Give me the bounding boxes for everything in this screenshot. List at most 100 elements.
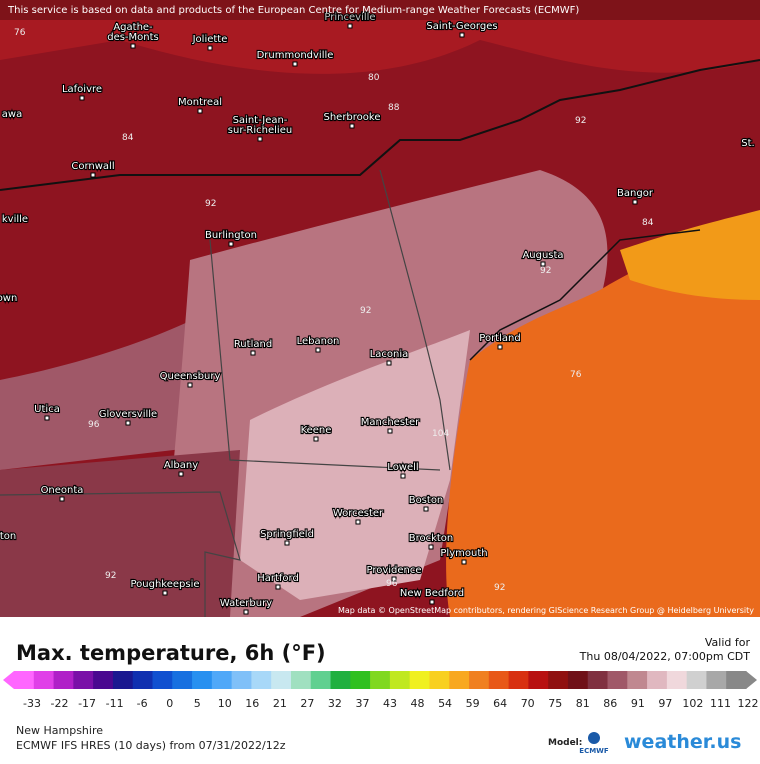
colorbar-tick: 70 xyxy=(521,697,535,710)
city-label: Lebanon xyxy=(297,336,340,347)
contour-label: 96 xyxy=(386,579,398,589)
colorbar-segment xyxy=(112,671,134,689)
city-dot xyxy=(387,428,393,434)
colorbar-tick: 64 xyxy=(493,697,507,710)
model-label: Model: xyxy=(548,738,582,748)
city-dot xyxy=(79,95,85,101)
city-dot xyxy=(461,559,467,565)
brand: weather.us xyxy=(624,731,741,753)
colorbar-segment xyxy=(686,671,707,689)
region-south xyxy=(240,330,470,600)
colorbar-segment xyxy=(726,671,747,689)
colorbar-tick: 16 xyxy=(245,697,259,710)
city-label: Lowell xyxy=(387,462,418,473)
colorbar-segment xyxy=(350,671,371,689)
city-dot xyxy=(292,61,298,67)
city-dot xyxy=(315,347,321,353)
city-label: Waterbury xyxy=(220,598,272,609)
colorbar-segment xyxy=(370,671,391,689)
city-dot xyxy=(90,172,96,178)
city-dot xyxy=(284,540,290,546)
colorbar-tick: 75 xyxy=(548,697,562,710)
colorbar-tick: -11 xyxy=(106,697,124,710)
colorbar-segment xyxy=(389,671,411,689)
city-dot xyxy=(355,519,361,525)
region: New Hampshire xyxy=(16,724,103,737)
city-dot xyxy=(243,609,249,615)
colorbar-tick: -6 xyxy=(137,697,148,710)
city-label: Brockton xyxy=(409,533,454,544)
city-dot xyxy=(130,43,136,49)
city-label: Springfield xyxy=(260,529,314,540)
colorbar-tick: 37 xyxy=(355,697,369,710)
colorbar-segment xyxy=(271,671,292,689)
contour-label: 92 xyxy=(494,583,505,593)
colorbar-segment xyxy=(211,671,233,689)
city-label: Cornwall xyxy=(71,161,114,172)
colorbar-tick: 102 xyxy=(682,697,703,710)
contour-label: 92 xyxy=(105,571,116,581)
city-label: Saint-Jean- xyxy=(233,115,288,126)
city-label: Keene xyxy=(301,425,332,436)
region-sw xyxy=(0,450,240,617)
colorbar-tick: 21 xyxy=(273,697,287,710)
colorbar-arrow-right xyxy=(746,671,757,689)
city-label: sur-Richelieu xyxy=(228,125,292,136)
city-label: Laconia xyxy=(370,349,409,360)
city-label: Gloversville xyxy=(99,409,157,420)
colorbar-segment xyxy=(429,671,450,689)
valid-time: Thu 08/04/2022, 07:00pm CDT xyxy=(579,650,751,663)
colorbar-segment xyxy=(53,671,74,689)
city-label: awa xyxy=(2,109,22,120)
contour-label: 92 xyxy=(540,266,551,276)
city-dot xyxy=(423,506,429,512)
contour-label: 84 xyxy=(122,133,134,143)
city-label: Plymouth xyxy=(440,548,487,559)
city-dot xyxy=(497,344,503,350)
city-label: Albany xyxy=(164,460,198,471)
colorbar-tick: 32 xyxy=(328,697,342,710)
ecmwf-logo xyxy=(588,732,600,744)
city-dot xyxy=(162,590,168,596)
contour-label: 88 xyxy=(388,103,400,113)
city-label: Hartford xyxy=(257,573,299,584)
colorbar-tick: 54 xyxy=(438,697,452,710)
city-label: Joliette xyxy=(192,34,228,45)
city-dot xyxy=(459,32,465,38)
contour-label: 92 xyxy=(205,199,216,209)
city-dot xyxy=(386,360,392,366)
contour-label: 80 xyxy=(368,73,380,83)
city-label: Saint-Georges xyxy=(426,21,497,32)
city-label: New Bedford xyxy=(400,588,464,599)
city-dot xyxy=(632,199,638,205)
city-dot xyxy=(540,261,546,267)
city-label: Bangor xyxy=(617,188,654,199)
colorbar-tick: 122 xyxy=(738,697,759,710)
colorbar-segment xyxy=(152,671,173,689)
colorbar-segment xyxy=(330,671,351,689)
contour-label: 84 xyxy=(642,218,654,228)
valid-label: Valid for xyxy=(705,636,751,649)
colorbar-segment xyxy=(33,671,55,689)
colorbar-segment xyxy=(132,671,153,689)
colorbar-segment xyxy=(666,671,688,689)
model-name: ECMWF xyxy=(579,747,609,755)
city-label: Portland xyxy=(479,333,520,344)
city-label: Agathe- xyxy=(113,22,153,33)
notice-bg xyxy=(0,0,760,20)
city-dot xyxy=(228,241,234,247)
city-label: Princeville xyxy=(324,12,375,23)
colorbar-segment xyxy=(231,671,252,689)
contour-label: 76 xyxy=(14,28,26,38)
colorbar-segment xyxy=(567,671,589,689)
colorbar-segment xyxy=(290,671,312,689)
colorbar-segment xyxy=(73,671,94,689)
city-dot xyxy=(429,599,435,605)
city-label: Oneonta xyxy=(41,485,84,496)
colorbar-segment xyxy=(469,671,490,689)
contour-label: 92 xyxy=(575,116,586,126)
city-dot xyxy=(178,471,184,477)
colorbar-tick: 91 xyxy=(631,697,645,710)
notice: This service is based on data and produc… xyxy=(7,5,579,16)
